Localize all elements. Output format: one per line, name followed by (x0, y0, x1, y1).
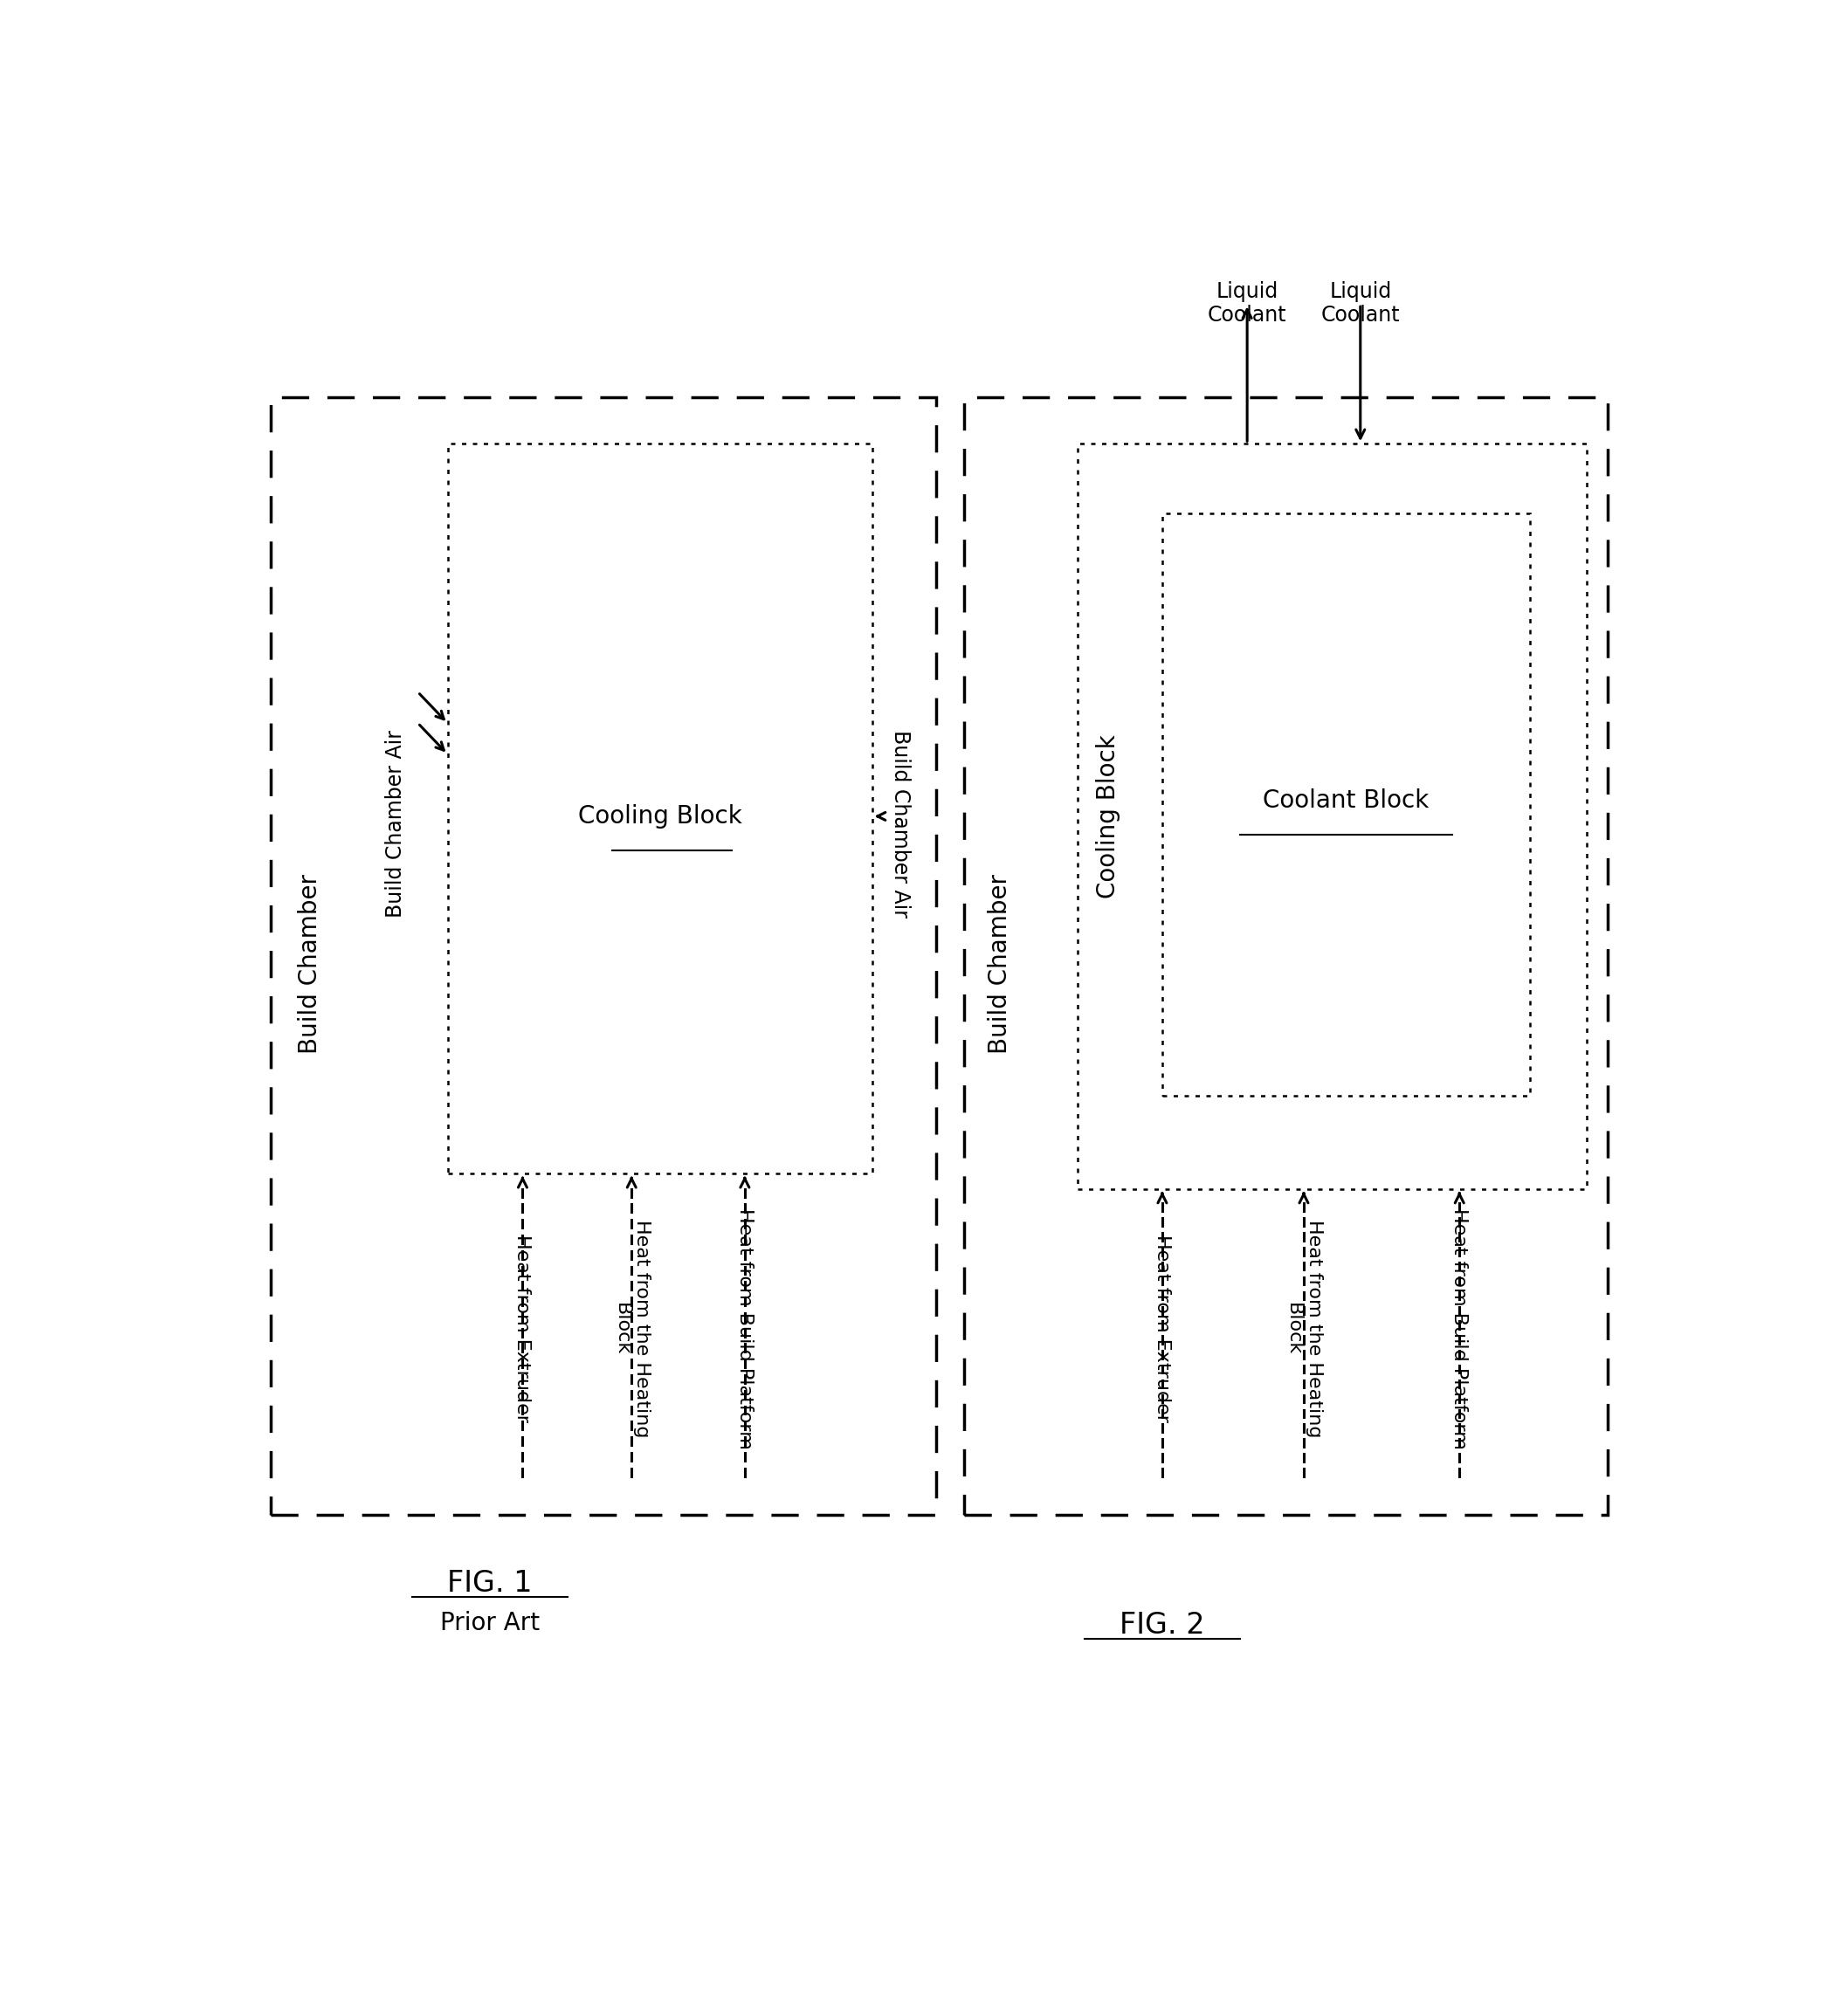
Bar (1163, 514, 1530, 1097)
Text: Heat from the Heating
Block: Heat from the Heating Block (1286, 1220, 1322, 1437)
Text: Build Chamber: Build Chamber (988, 873, 1012, 1054)
Text: Prior Art: Prior Art (440, 1611, 540, 1635)
Text: Cooling Block: Cooling Block (577, 804, 741, 829)
Text: Coolant Block: Coolant Block (1264, 788, 1430, 812)
Text: Cooling Block: Cooling Block (1096, 734, 1121, 899)
Bar (1077, 444, 1587, 1189)
Text: Heat from Extruder: Heat from Extruder (513, 1234, 531, 1423)
Text: Heat from the Heating
Block: Heat from the Heating Block (614, 1220, 650, 1437)
Text: Build Chamber: Build Chamber (298, 873, 323, 1054)
Text: Liquid
Coolant: Liquid Coolant (1207, 280, 1287, 327)
Text: Heat from Build Platform: Heat from Build Platform (1450, 1208, 1468, 1450)
Text: Heat from Extruder: Heat from Extruder (1154, 1234, 1170, 1423)
Text: Heat from Build Platform: Heat from Build Platform (736, 1208, 754, 1450)
Text: FIG. 2: FIG. 2 (1119, 1611, 1205, 1639)
Text: FIG. 1: FIG. 1 (447, 1568, 533, 1599)
Text: Build Chamber Air: Build Chamber Air (385, 730, 405, 917)
Bar (270, 397, 937, 1514)
Bar (447, 444, 873, 1173)
Text: Build Chamber Air: Build Chamber Air (889, 730, 911, 917)
Bar (964, 397, 1609, 1514)
Text: Liquid
Coolant: Liquid Coolant (1320, 280, 1401, 327)
